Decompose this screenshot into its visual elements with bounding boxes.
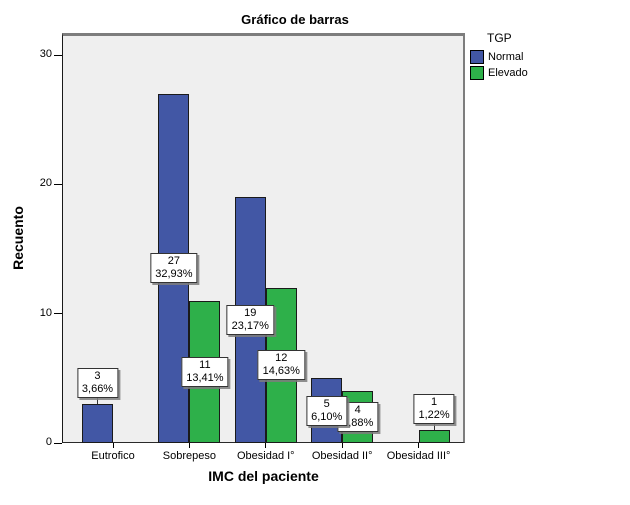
value-count: 27 [167,255,181,268]
x-tick-label: Eutrofico [91,450,135,462]
value-percent: 23,17% [231,320,269,333]
x-tick-label: Obesidad II° [311,450,373,462]
y-tick-mark [54,442,62,444]
value-percent: 14,63% [262,365,300,378]
value-label-normal-4: 5 6,10% [306,395,348,426]
value-percent: 1,22% [418,409,450,422]
value-count: 5 [323,397,330,410]
value-percent: 32,93% [155,268,193,281]
legend-item-elevado: Elevado [470,66,528,80]
legend: TGP Normal Elevado [470,31,528,82]
value-label-elevado-3: 12 14,63% [257,350,305,381]
x-tick-mark [265,443,267,448]
value-label-connector [97,398,98,405]
x-tick-label: Obesidad I° [236,450,295,462]
x-tick-mark [341,443,343,448]
legend-swatch-normal [470,50,484,64]
x-tick-mark [112,443,114,448]
y-tick-label: 10 [39,306,52,319]
value-count: 1 [431,396,438,409]
x-tick-mark [418,443,420,448]
value-label-normal-3: 19 23,17% [226,305,274,336]
legend-label: Normal [488,51,524,63]
chart-title: Gráfico de barras [241,12,349,27]
legend-items: Normal Elevado [470,50,528,80]
legend-label: Elevado [488,67,528,79]
value-count: 3 [94,370,101,383]
x-tick-label: Sobrepeso [162,450,216,462]
value-label-normal-1: 3 3,66% [76,368,119,399]
value-count: 11 [199,358,211,371]
value-label-normal-2: 27 32,93% [150,253,198,284]
x-tick-mark [188,443,190,448]
value-count: 4 [354,404,361,417]
y-axis-title: Recuento [10,206,26,270]
value-label-connector [433,424,435,431]
legend-title: TGP [487,31,512,45]
value-count: 19 [244,307,257,320]
value-label-elevado-2: 11 13,41% [181,356,229,387]
y-tick-label: 0 [45,436,52,448]
value-percent: 13,41% [186,371,224,384]
y-tick-mark [54,313,62,315]
y-tick-mark [54,54,62,56]
y-tick-label: 20 [39,177,52,190]
x-axis-title: IMC del paciente [208,468,319,484]
legend-swatch-elevado [470,66,484,80]
value-percent: 6,10% [311,410,343,423]
legend-item-normal: Normal [470,50,528,64]
value-percent: 3,66% [81,383,114,396]
value-count: 12 [275,352,288,365]
value-percent: 4,88% [342,417,374,430]
bar-normal-1 [82,404,113,443]
x-tick-label: Obesidad III° [386,450,451,462]
value-label-elevado-5: 1 1,22% [413,394,455,425]
y-tick-label: 30 [39,48,52,61]
bar-elevado-5 [418,430,450,443]
y-tick-mark [54,183,62,185]
